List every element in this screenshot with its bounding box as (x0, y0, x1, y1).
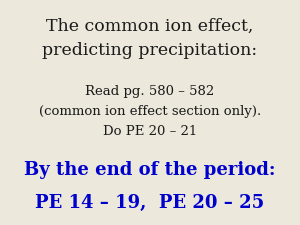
Text: Read pg. 580 – 582: Read pg. 580 – 582 (85, 85, 214, 98)
Text: By the end of the period:: By the end of the period: (24, 161, 276, 179)
Text: The common ion effect,: The common ion effect, (46, 17, 254, 34)
Text: predicting precipitation:: predicting precipitation: (42, 42, 258, 59)
Text: PE 14 – 19,  PE 20 – 25: PE 14 – 19, PE 20 – 25 (35, 194, 265, 212)
Text: (common ion effect section only).: (common ion effect section only). (39, 105, 261, 118)
Text: Do PE 20 – 21: Do PE 20 – 21 (103, 125, 197, 138)
